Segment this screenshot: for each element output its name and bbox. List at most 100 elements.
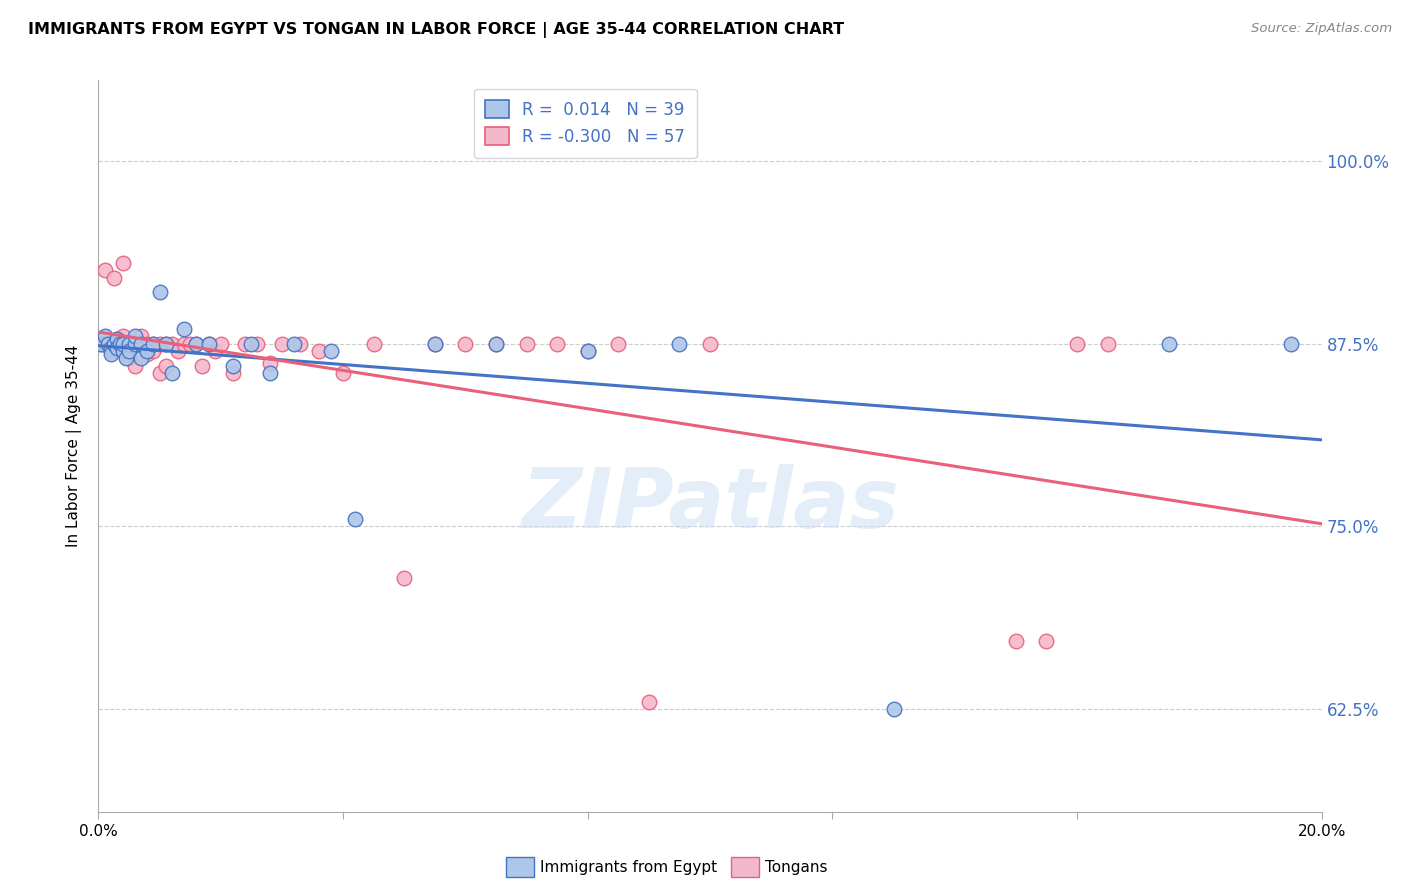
Point <box>93 329 115 343</box>
Point <box>699 336 721 351</box>
Point <box>179 336 201 351</box>
Point <box>283 336 305 351</box>
Point <box>454 336 477 351</box>
Point <box>173 336 195 351</box>
Point <box>93 263 115 277</box>
Point <box>233 336 256 351</box>
Point <box>1035 633 1057 648</box>
Point <box>142 336 165 351</box>
Point <box>191 359 214 373</box>
Point <box>485 336 508 351</box>
Point <box>136 343 159 358</box>
Point <box>115 351 138 366</box>
Point <box>124 336 146 351</box>
Point <box>222 366 245 380</box>
Point <box>259 366 281 380</box>
Point <box>576 343 599 358</box>
Point <box>637 695 661 709</box>
Point <box>149 336 172 351</box>
Legend: R =  0.014   N = 39, R = -0.300   N = 57: R = 0.014 N = 39, R = -0.300 N = 57 <box>474 88 696 158</box>
Point <box>1004 633 1026 648</box>
Point <box>668 336 690 351</box>
Point <box>111 336 134 351</box>
Point <box>129 336 152 351</box>
Point <box>186 336 208 351</box>
Point <box>118 336 141 351</box>
Point <box>607 336 630 351</box>
Point <box>1157 336 1180 351</box>
Point <box>160 336 183 351</box>
Point <box>100 336 122 351</box>
Point <box>1066 336 1088 351</box>
Point <box>129 351 152 366</box>
Point <box>1279 336 1302 351</box>
Point <box>332 366 354 380</box>
Point <box>118 343 141 358</box>
Point <box>1097 336 1119 351</box>
Point <box>485 336 508 351</box>
Point <box>576 343 599 358</box>
Point <box>423 336 446 351</box>
Point <box>149 285 172 300</box>
Point <box>124 359 146 373</box>
Point <box>100 343 122 358</box>
Point <box>259 356 281 370</box>
Point <box>186 336 208 351</box>
Point <box>204 343 226 358</box>
Point <box>100 347 122 361</box>
Point <box>155 359 177 373</box>
Point <box>344 512 367 526</box>
Point <box>108 336 131 351</box>
Point <box>105 332 128 346</box>
Point <box>270 336 292 351</box>
Point <box>136 336 159 351</box>
Point <box>129 336 152 351</box>
Point <box>142 336 165 351</box>
Text: Tongans: Tongans <box>765 860 827 874</box>
Point <box>209 336 232 351</box>
Point <box>197 336 219 351</box>
Point <box>160 366 183 380</box>
Point <box>197 336 219 351</box>
Point <box>100 341 122 355</box>
Point <box>105 341 128 355</box>
Text: Immigrants from Egypt: Immigrants from Egypt <box>540 860 717 874</box>
Text: IMMIGRANTS FROM EGYPT VS TONGAN IN LABOR FORCE | AGE 35-44 CORRELATION CHART: IMMIGRANTS FROM EGYPT VS TONGAN IN LABOR… <box>28 22 844 38</box>
Text: ZIPatlas: ZIPatlas <box>522 464 898 545</box>
Point <box>363 336 385 351</box>
Point <box>546 336 568 351</box>
Point <box>308 343 330 358</box>
Point <box>124 336 146 351</box>
Point <box>111 256 134 270</box>
Point <box>319 343 342 358</box>
Point <box>142 343 165 358</box>
Point <box>105 332 128 346</box>
Point <box>155 336 177 351</box>
Point <box>118 351 141 366</box>
Point <box>290 336 312 351</box>
Point <box>103 270 125 285</box>
Y-axis label: In Labor Force | Age 35-44: In Labor Force | Age 35-44 <box>66 345 83 547</box>
Point <box>105 336 128 351</box>
Point <box>97 336 120 351</box>
Point <box>883 702 905 716</box>
Point <box>136 347 159 361</box>
Point <box>111 329 134 343</box>
Text: Source: ZipAtlas.com: Source: ZipAtlas.com <box>1251 22 1392 36</box>
Point <box>103 336 125 351</box>
Point <box>173 322 195 336</box>
Point <box>149 366 172 380</box>
Point <box>93 336 115 351</box>
Point <box>111 343 134 358</box>
Point <box>90 336 112 351</box>
Point <box>129 329 152 343</box>
Point <box>392 571 416 585</box>
Point <box>118 336 141 351</box>
Point <box>423 336 446 351</box>
Point <box>90 336 112 351</box>
Point <box>124 329 146 343</box>
Point <box>167 343 190 358</box>
Point <box>516 336 538 351</box>
Point <box>111 336 134 351</box>
Point <box>155 336 177 351</box>
